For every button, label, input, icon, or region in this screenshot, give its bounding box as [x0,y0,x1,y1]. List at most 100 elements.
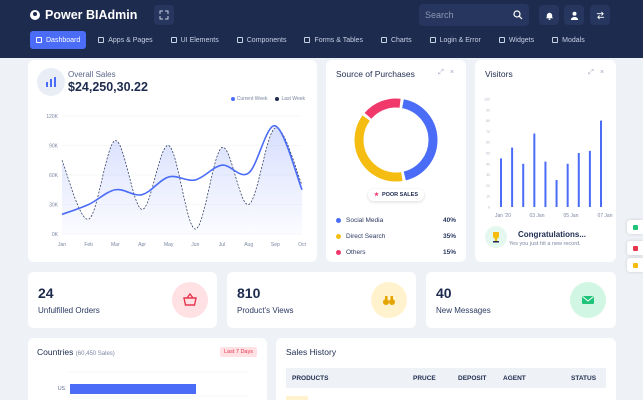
period-badge[interactable]: Last 7 Days [219,347,257,357]
settings-icon [632,224,638,230]
dot-icon [336,217,341,223]
last-week-line [61,127,303,230]
stat-card-views: 810 Product's Views [227,272,416,328]
x-tick-label: Jan [58,242,66,248]
legend-last: Last Week [281,96,305,102]
x-tick-label: Jul [219,242,225,248]
mail-icon [570,282,606,318]
current-week-line [61,125,303,216]
purchase-row: Others 15% [336,245,456,259]
nav-forms-tables[interactable]: Forms & Tables [298,31,369,49]
country-bar [70,384,196,394]
main-nav: Dashboard Apps & Pages UI Elements Compo… [30,30,597,50]
y-tick-label: 40 [486,162,490,166]
stat-value: 24 [38,285,54,301]
col-price: PRUCE [413,374,436,382]
table-header: PRODUCTS PRUCE DEPOSIT AGENT STATUS [286,368,606,388]
side-tab[interactable] [627,220,643,234]
purchases-card: Source of Purchases ⤢× ★ POOR SALES Socia… [326,60,466,262]
visitor-bar [533,133,536,207]
history-title: Sales History [286,347,337,357]
country-label: US [58,386,65,392]
x-tick-label: Jan '20 [495,213,511,219]
nav-widgets[interactable]: Widgets [493,31,540,49]
y-tick-label: 90 [486,108,490,112]
x-tick-label: Feb [84,242,93,248]
notifications-button[interactable] [539,5,559,25]
nav-charts[interactable]: Charts [375,31,418,49]
binoculars-icon [371,282,407,318]
y-tick-label: 50 [486,152,490,156]
card-controls[interactable]: ⤢× [438,69,460,76]
sales-chart: 120K 90K 60K 30K 0K Jan Feb Mar Apr May Jun Jul Aug S… [46,114,306,248]
y-tick-label: 70 [486,130,490,134]
brand[interactable]: Power BIAdmin [30,8,137,22]
sales-avatar [37,68,65,96]
top-bar: Power BIAdmin Dashboard Apps & Pages UI … [0,0,643,58]
countries-subtitle: (60,450 Sales) [75,351,115,357]
x-tick-label: Aug [244,242,253,248]
sales-label: Overall Sales [68,70,116,79]
poor-sales-badge: ★ POOR SALES [368,189,424,201]
col-agent: AGENT [503,374,526,382]
donut-slice [401,99,438,181]
nav-components[interactable]: Components [231,31,293,49]
profile-button[interactable] [564,5,584,25]
donut-chart [354,98,438,182]
side-tab[interactable] [627,258,643,272]
dashboard-icon [36,37,42,43]
visitor-bar [522,163,525,207]
cart-icon [632,245,638,251]
visitors-title: Visitors [485,69,513,79]
nav-apps-pages[interactable]: Apps & Pages [92,31,158,49]
nav-ui-elements[interactable]: UI Elements [165,31,225,49]
pencil-icon [170,37,177,43]
y-tick-label: 10 [486,195,490,199]
trophy-avatar [485,226,507,248]
countries-heading: Countries (60,450 Sales) [37,347,115,357]
x-tick-label: 03 Jan [529,213,544,219]
purchase-row: Direct Search 35% [336,229,456,243]
table-icon [304,37,311,43]
purchase-row: Social Media 40% [336,213,456,227]
y-tick-label: 0 [488,206,490,210]
stat-value: 810 [237,285,261,301]
y-tick-label: 30 [486,173,490,177]
stat-card-messages: 40 New Messages [426,272,616,328]
x-tick-label: Apr [138,242,146,248]
search-icon[interactable] [513,10,523,20]
purchases-title: Source of Purchases [336,69,415,79]
congrats-title: Congratulations... [518,230,586,239]
card-controls[interactable]: ⤢× [588,69,610,76]
visitor-bar [544,161,547,207]
y-tick-label: 80 [486,119,490,123]
visitor-bar [555,180,558,207]
dot-icon [336,233,341,239]
countries-bar-chart [68,371,248,397]
apps-button[interactable] [590,5,610,25]
visitor-bar [511,147,514,207]
visitor-bar [566,163,569,207]
search-box[interactable] [419,4,529,26]
stat-value: 40 [436,285,452,301]
y-tick-label: 30K [49,203,59,209]
last-week-area [62,127,302,234]
swap-icon [596,11,604,19]
search-input[interactable] [425,10,505,20]
nav-login-error[interactable]: Login & Error [424,31,487,49]
y-tick-label: 0K [52,232,59,238]
star-icon: ★ [374,192,379,198]
sales-amount: $24,250,30.22 [68,80,148,94]
trophy-icon [493,232,499,243]
countries-card: Countries (60,450 Sales) Last 7 Days US [28,338,267,400]
grid-icon [98,37,105,43]
fullscreen-button[interactable] [154,5,174,25]
bar-chart-icon [46,77,56,87]
nav-dashboard[interactable]: Dashboard [30,31,87,49]
visitors-card: Visitors ⤢× 100 90 80 70 60 50 40 30 20 10 0 Jan '2… [475,60,616,262]
stat-label: Product's Views [237,306,294,315]
side-tab[interactable] [627,241,643,255]
stat-label: Unfulfilled Orders [38,306,100,315]
nav-modals[interactable]: Modals [546,31,591,49]
